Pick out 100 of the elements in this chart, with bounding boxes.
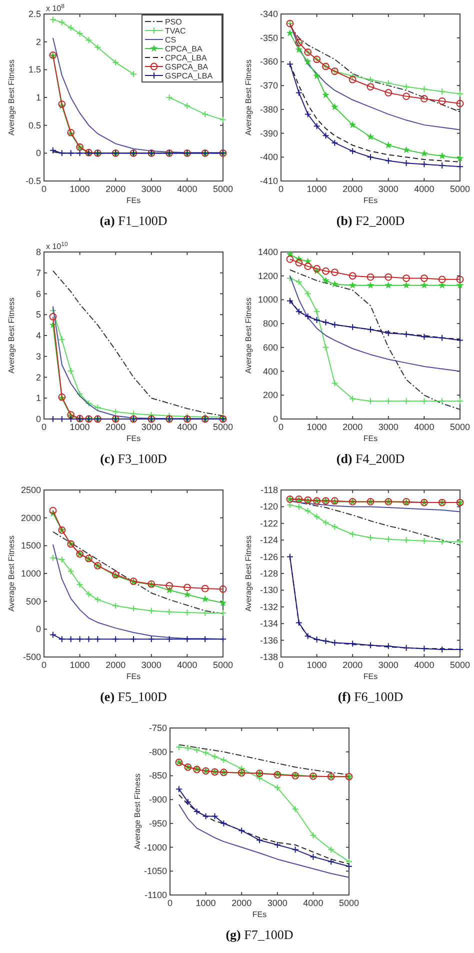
y-tick-label: -900: [148, 794, 167, 805]
y-tick-label: 1500: [20, 540, 41, 551]
y-tick-label: -122: [260, 518, 278, 528]
x-axis-title: FEs: [126, 434, 141, 443]
y-axis-title: Average Best Fitness: [244, 298, 253, 374]
x-tick-label: 4000: [177, 184, 198, 194]
y-axis-title: Average Best Fitness: [244, 60, 253, 136]
y-tick-label: 1200: [258, 270, 278, 281]
x-tick-label: 3000: [267, 898, 288, 908]
x-tick-label: 5000: [212, 184, 234, 194]
x-axis-title: FEs: [126, 196, 141, 205]
y-axis-title: Average Best Fitness: [7, 298, 16, 374]
y-tick-label: -124: [260, 535, 278, 546]
x-tick-label: 1000: [196, 898, 216, 908]
y-axis-title: Average Best Fitness: [244, 536, 253, 612]
text: x 10$^{10}$: [46, 241, 68, 251]
y-tick-label: 0: [36, 414, 41, 424]
y-tick-label: -0.5: [25, 176, 41, 186]
y-tick-label: 200: [262, 390, 278, 400]
legend-label: GSPCA_LBA: [165, 72, 214, 80]
y-tick-label: 0.5: [28, 120, 41, 130]
y-tick-label: 2.5: [28, 9, 41, 19]
x-tick-label: 5000: [212, 660, 234, 670]
y-tick-label: 5: [36, 310, 41, 320]
y-tick-label: -1100: [144, 890, 167, 900]
legend-label: CS: [165, 36, 176, 44]
x-tick-label: 5000: [450, 422, 470, 432]
y-tick-label: 2000: [20, 512, 41, 523]
x-tick-label: 1000: [70, 422, 90, 432]
x-tick-label: 4000: [414, 660, 434, 670]
y-tick-label: 4: [36, 330, 41, 340]
y-tick-label: 600: [262, 342, 278, 352]
x-tick-label: 2000: [232, 898, 252, 908]
x-tick-label: 1000: [70, 660, 90, 670]
x-tick-label: 3000: [141, 422, 162, 432]
y-tick-label: -380: [260, 104, 278, 114]
y-tick-label: -120: [260, 502, 278, 512]
legend-label: CPCA_LBA: [165, 54, 208, 62]
y-tick-label: 400: [262, 366, 278, 376]
x-tick-label: 4000: [414, 184, 434, 194]
y-tick-label: -390: [260, 128, 278, 138]
y-tick-label: 2: [36, 372, 41, 382]
text: x 10$^{8}$: [46, 3, 66, 13]
x-tick-label: 2000: [342, 422, 363, 432]
text: (e) F5_100D: [100, 689, 167, 704]
y-tick-label: 0: [272, 414, 278, 424]
y-tick-label: -1000: [144, 842, 167, 852]
x-axis-title: FEs: [363, 434, 378, 443]
y-tick-label: -350: [260, 32, 278, 43]
y-tick-label: -130: [260, 585, 278, 596]
y-tick-label: 800: [262, 318, 278, 329]
y-tick-label: 8: [36, 247, 41, 257]
x-tick-label: 5000: [212, 422, 234, 432]
x-axis-title: FEs: [363, 672, 378, 681]
y-tick-label: 2: [36, 36, 41, 47]
text: (a) F1_100D: [100, 213, 168, 228]
x-tick-label: 1000: [306, 422, 327, 432]
y-tick-label: 2500: [20, 485, 41, 495]
text: (c) F3_100D: [100, 451, 167, 466]
y-tick-label: -850: [148, 770, 167, 781]
x-tick-label: 3000: [378, 184, 398, 194]
y-tick-label: -126: [260, 552, 278, 562]
y-tick-label: 7: [36, 268, 41, 278]
x-tick-label: 2000: [342, 184, 363, 194]
y-tick-label: -136: [260, 635, 278, 646]
x-tick-label: 3000: [378, 422, 398, 432]
text: (d) F4_200D: [336, 451, 405, 466]
y-tick-label: 500: [26, 596, 41, 606]
y-tick-label: -128: [260, 568, 278, 578]
x-tick-label: 2000: [106, 660, 126, 670]
y-tick-label: -750: [148, 723, 167, 733]
x-axis-title: FEs: [363, 196, 378, 205]
x-tick-label: 1000: [306, 184, 327, 194]
x-tick-label: 5000: [338, 898, 360, 908]
y-tick-label: -950: [148, 818, 167, 828]
x-tick-label: 2000: [106, 184, 126, 194]
y-tick-label: -370: [260, 80, 278, 91]
y-tick-label: -800: [148, 746, 167, 757]
y-tick-label: 1000: [258, 294, 278, 305]
text: (f) F6_100D: [338, 689, 404, 704]
x-tick-label: 4000: [303, 898, 324, 908]
x-tick-label: 1000: [306, 660, 327, 670]
x-tick-label: 5000: [450, 184, 470, 194]
y-tick-label: -340: [260, 9, 278, 19]
x-tick-label: 4000: [177, 422, 198, 432]
y-tick-label: -134: [260, 618, 278, 629]
x-tick-label: 3000: [141, 660, 162, 670]
y-tick-label: 6: [36, 288, 41, 299]
y-tick-label: -132: [260, 602, 278, 612]
y-tick-label: -118: [260, 485, 278, 495]
x-axis-title: FEs: [252, 910, 267, 919]
x-tick-label: 2000: [342, 660, 363, 670]
legend-label: GSPCA_BA: [165, 62, 209, 72]
y-axis-title: Average Best Fitness: [7, 60, 16, 136]
x-tick-label: 4000: [177, 660, 198, 670]
y-axis-title: Average Best Fitness: [7, 536, 16, 612]
y-tick-label: 3: [36, 351, 41, 362]
y-tick-label: -400: [260, 152, 278, 162]
y-tick-label: 1400: [258, 247, 278, 257]
y-tick-label: 0: [36, 624, 41, 634]
